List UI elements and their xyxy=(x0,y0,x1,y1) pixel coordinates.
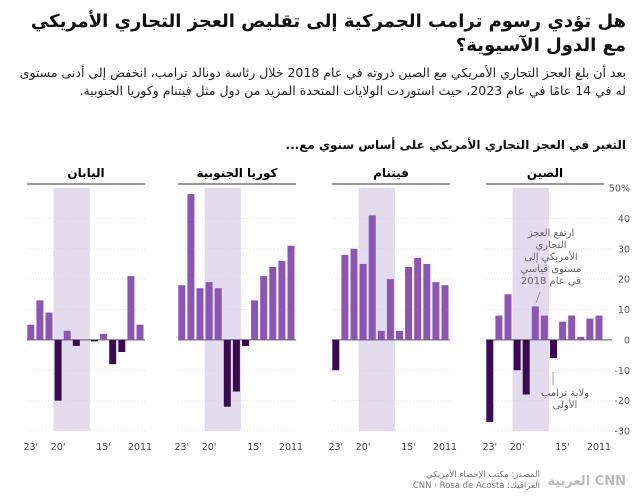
x-tick-label: 20' xyxy=(510,442,525,453)
panel-title: فيتنام xyxy=(373,166,409,181)
x-tick-label: 2011 xyxy=(279,442,303,453)
bar xyxy=(377,330,385,340)
x-tick-label: 23' xyxy=(482,442,497,453)
bar xyxy=(278,260,286,340)
x-tick-label: 20' xyxy=(202,442,217,453)
annotation-leader xyxy=(535,291,541,304)
bar xyxy=(214,288,222,340)
x-tick-label: 15' xyxy=(96,442,111,453)
bar xyxy=(531,306,539,340)
bar xyxy=(205,282,213,340)
x-tick-label: 23' xyxy=(328,442,343,453)
bar xyxy=(72,339,80,346)
x-tick-label: 23' xyxy=(23,442,38,453)
panel-title: اليابان xyxy=(67,166,104,180)
bar xyxy=(136,324,144,340)
bar xyxy=(522,339,530,395)
x-tick-label: 2011 xyxy=(587,442,611,453)
bar xyxy=(359,263,367,340)
bar xyxy=(118,339,126,353)
x-tick-label: 15' xyxy=(247,442,262,453)
x-tick-label: 2011 xyxy=(128,442,152,453)
x-tick-label: 20' xyxy=(51,442,66,453)
bar xyxy=(504,294,512,340)
bar xyxy=(550,339,557,359)
bar xyxy=(91,339,98,342)
y-tick-label: 50% xyxy=(609,184,630,195)
bar xyxy=(187,194,195,340)
bar xyxy=(36,300,44,340)
bar xyxy=(223,339,231,407)
bar xyxy=(269,266,277,340)
bar xyxy=(568,315,576,340)
highlight-band xyxy=(512,188,549,431)
x-tick-label: 2011 xyxy=(433,442,457,453)
y-tick-label: -20 xyxy=(614,396,630,407)
y-tick-label: 10 xyxy=(618,305,630,316)
bar xyxy=(577,336,585,340)
y-tick-label: 40 xyxy=(618,214,630,225)
x-tick-label: 15' xyxy=(555,442,570,453)
bar xyxy=(396,330,403,340)
bar xyxy=(27,324,35,340)
bar xyxy=(513,339,521,371)
bar xyxy=(423,263,431,340)
bar xyxy=(405,266,413,340)
annotation: ولاية ترامب الأولى xyxy=(540,388,590,411)
y-tick-label: 30 xyxy=(618,244,630,255)
x-tick-label: 15' xyxy=(401,442,416,453)
bar xyxy=(127,276,135,340)
bar xyxy=(196,288,204,340)
bar xyxy=(100,333,108,340)
bar xyxy=(540,315,548,340)
bar xyxy=(486,339,494,422)
bar xyxy=(178,285,186,340)
bar xyxy=(586,318,594,340)
bar xyxy=(54,339,62,401)
bar xyxy=(414,257,422,340)
bar xyxy=(332,339,340,371)
source-text: المصدر: مكتب الإحصاء الأمريكي xyxy=(426,470,540,480)
bar xyxy=(341,254,349,340)
bar xyxy=(251,300,259,340)
source: المصدر: مكتب الإحصاء الأمريكي الغرافيك: C… xyxy=(413,470,540,492)
title: هل تؤدي رسوم ترامب الجمركية إلى تقليص ال… xyxy=(30,11,626,56)
x-tick-label: 20' xyxy=(356,442,371,453)
y-tick-label: -10 xyxy=(614,366,630,377)
bar xyxy=(595,315,603,340)
credit: الغرافيك: CNN · Rosa de Acosta xyxy=(412,481,540,491)
bar xyxy=(350,248,358,340)
chart-heading: التغير في العجز التجاري الأمريكي على أسا… xyxy=(285,138,626,152)
annotation: ارتفع العجز التجاري الأمريكي إلى مستوى ق… xyxy=(520,228,582,287)
bar xyxy=(432,282,440,340)
bar xyxy=(386,279,394,340)
panel-title: كوريا الجنوبية xyxy=(197,166,278,181)
bar xyxy=(495,315,503,340)
x-tick-label: 23' xyxy=(174,442,189,453)
y-tick-label: -30 xyxy=(614,427,630,438)
panel-title: الصين xyxy=(527,166,563,180)
y-tick-label: 0 xyxy=(624,335,630,346)
logo: CNN العربية xyxy=(547,474,626,489)
bar xyxy=(63,330,71,340)
y-tick-label: 20 xyxy=(618,275,630,286)
bar xyxy=(368,215,376,340)
bar xyxy=(242,339,249,346)
bar xyxy=(260,276,268,340)
bar xyxy=(109,339,117,365)
bar xyxy=(441,285,449,340)
bar xyxy=(559,321,567,340)
bar xyxy=(287,245,295,340)
bar xyxy=(232,339,240,392)
subtitle: بعد أن بلغ العجز التجاري الأمريكي مع الص… xyxy=(19,65,626,98)
bar xyxy=(45,312,53,340)
